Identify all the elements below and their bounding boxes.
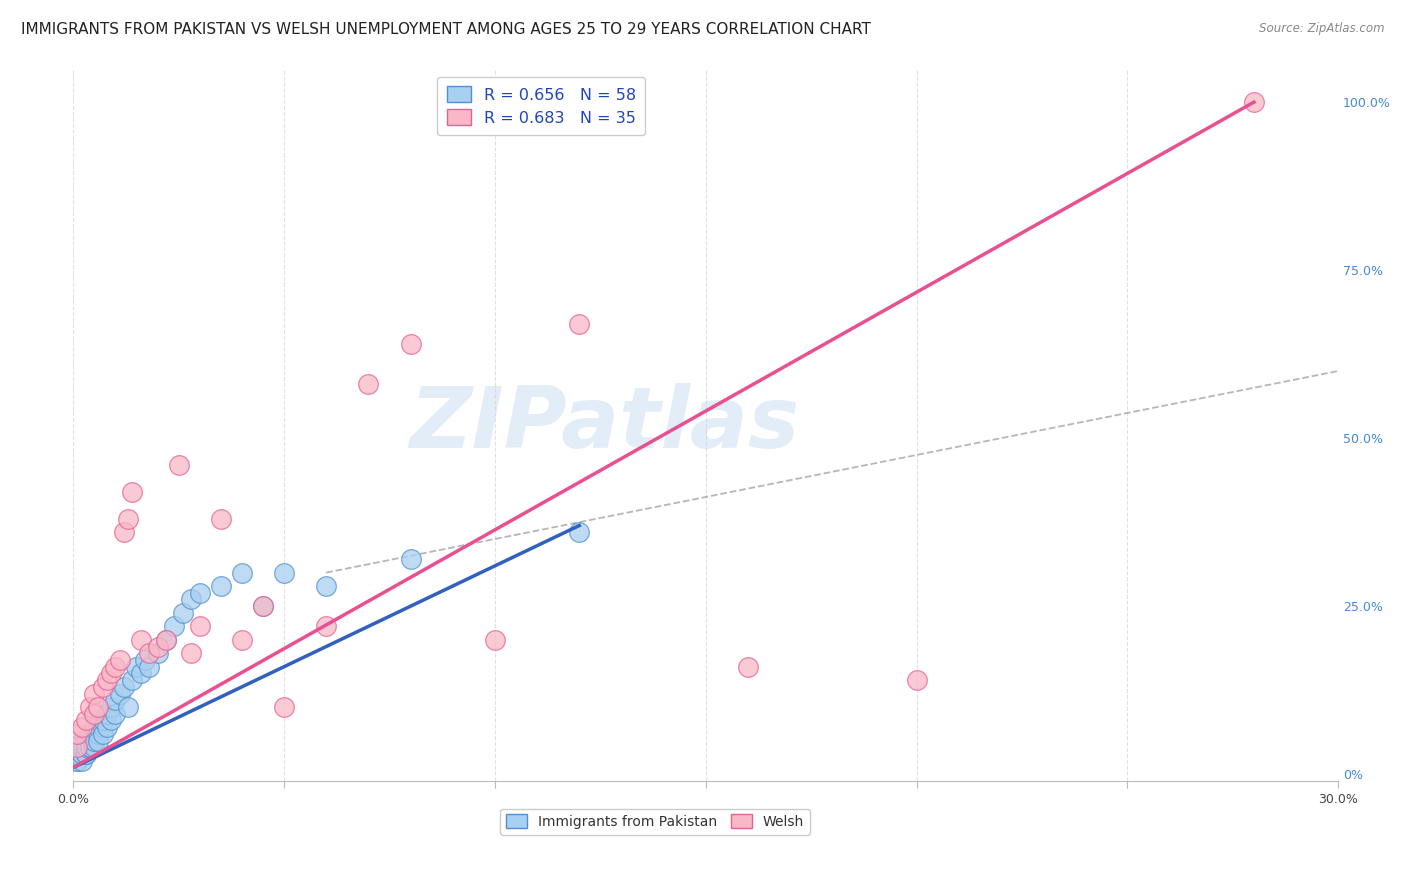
Point [96,720,118,734]
Point [399,552,422,566]
Point [737,659,759,673]
Point [209,512,232,526]
Point [83,727,105,741]
Point [70,740,93,755]
Point [100,666,122,681]
Point [66,740,89,755]
Text: IMMIGRANTS FROM PAKISTAN VS WELSH UNEMPLOYMENT AMONG AGES 25 TO 29 YEARS CORRELA: IMMIGRANTS FROM PAKISTAN VS WELSH UNEMPL… [21,22,870,37]
Point [146,640,169,654]
Point [70,733,93,747]
Point [104,659,127,673]
Text: Source: ZipAtlas.com: Source: ZipAtlas.com [1260,22,1385,36]
Point [117,512,139,526]
Point [399,337,422,351]
Point [315,619,337,633]
Point [129,666,152,681]
Point [70,740,93,755]
Point [146,646,169,660]
Point [315,579,337,593]
Point [83,740,105,755]
Point [66,747,89,761]
Point [70,747,93,761]
Point [568,525,591,540]
Point [83,706,105,721]
Point [75,740,97,755]
Point [1243,95,1265,109]
Point [91,727,114,741]
Point [188,619,211,633]
Point [83,733,105,747]
Point [112,680,135,694]
Point [273,566,295,580]
Point [75,714,97,728]
Point [79,740,101,755]
Point [87,727,110,741]
Point [117,700,139,714]
Point [70,720,93,734]
Point [209,579,232,593]
Point [155,632,177,647]
Point [108,653,131,667]
Point [180,646,202,660]
Point [108,687,131,701]
Point [155,632,177,647]
Point [100,700,122,714]
Point [100,714,122,728]
Point [75,733,97,747]
Point [87,733,110,747]
Point [167,458,190,472]
Point [231,566,253,580]
Point [129,632,152,647]
Point [138,659,160,673]
Point [96,673,118,687]
Point [75,740,97,755]
Point [125,659,148,673]
Point [121,673,143,687]
Text: ZIPatlas: ZIPatlas [409,384,800,467]
Point [83,687,105,701]
Point [273,700,295,714]
Point [96,706,118,721]
Point [66,754,89,768]
Point [172,606,194,620]
Point [87,700,110,714]
Point [87,720,110,734]
Point [91,680,114,694]
Point [66,747,89,761]
Point [484,632,506,647]
Point [70,754,93,768]
Point [75,747,97,761]
Point [252,599,274,614]
Point [66,754,89,768]
Point [79,727,101,741]
Point [91,720,114,734]
Point [231,632,253,647]
Point [70,747,93,761]
Point [568,317,591,331]
Point [180,592,202,607]
Point [121,485,143,500]
Point [188,586,211,600]
Legend: Immigrants from Pakistan, Welsh: Immigrants from Pakistan, Welsh [501,809,810,835]
Point [79,733,101,747]
Point [66,727,89,741]
Point [79,700,101,714]
Point [252,599,274,614]
Point [91,714,114,728]
Point [112,525,135,540]
Point [75,747,97,761]
Point [138,646,160,660]
Point [66,740,89,755]
Point [104,693,127,707]
Point [79,740,101,755]
Point [357,377,380,392]
Point [83,720,105,734]
Point [905,673,928,687]
Point [83,733,105,747]
Point [104,706,127,721]
Point [163,619,186,633]
Point [134,653,156,667]
